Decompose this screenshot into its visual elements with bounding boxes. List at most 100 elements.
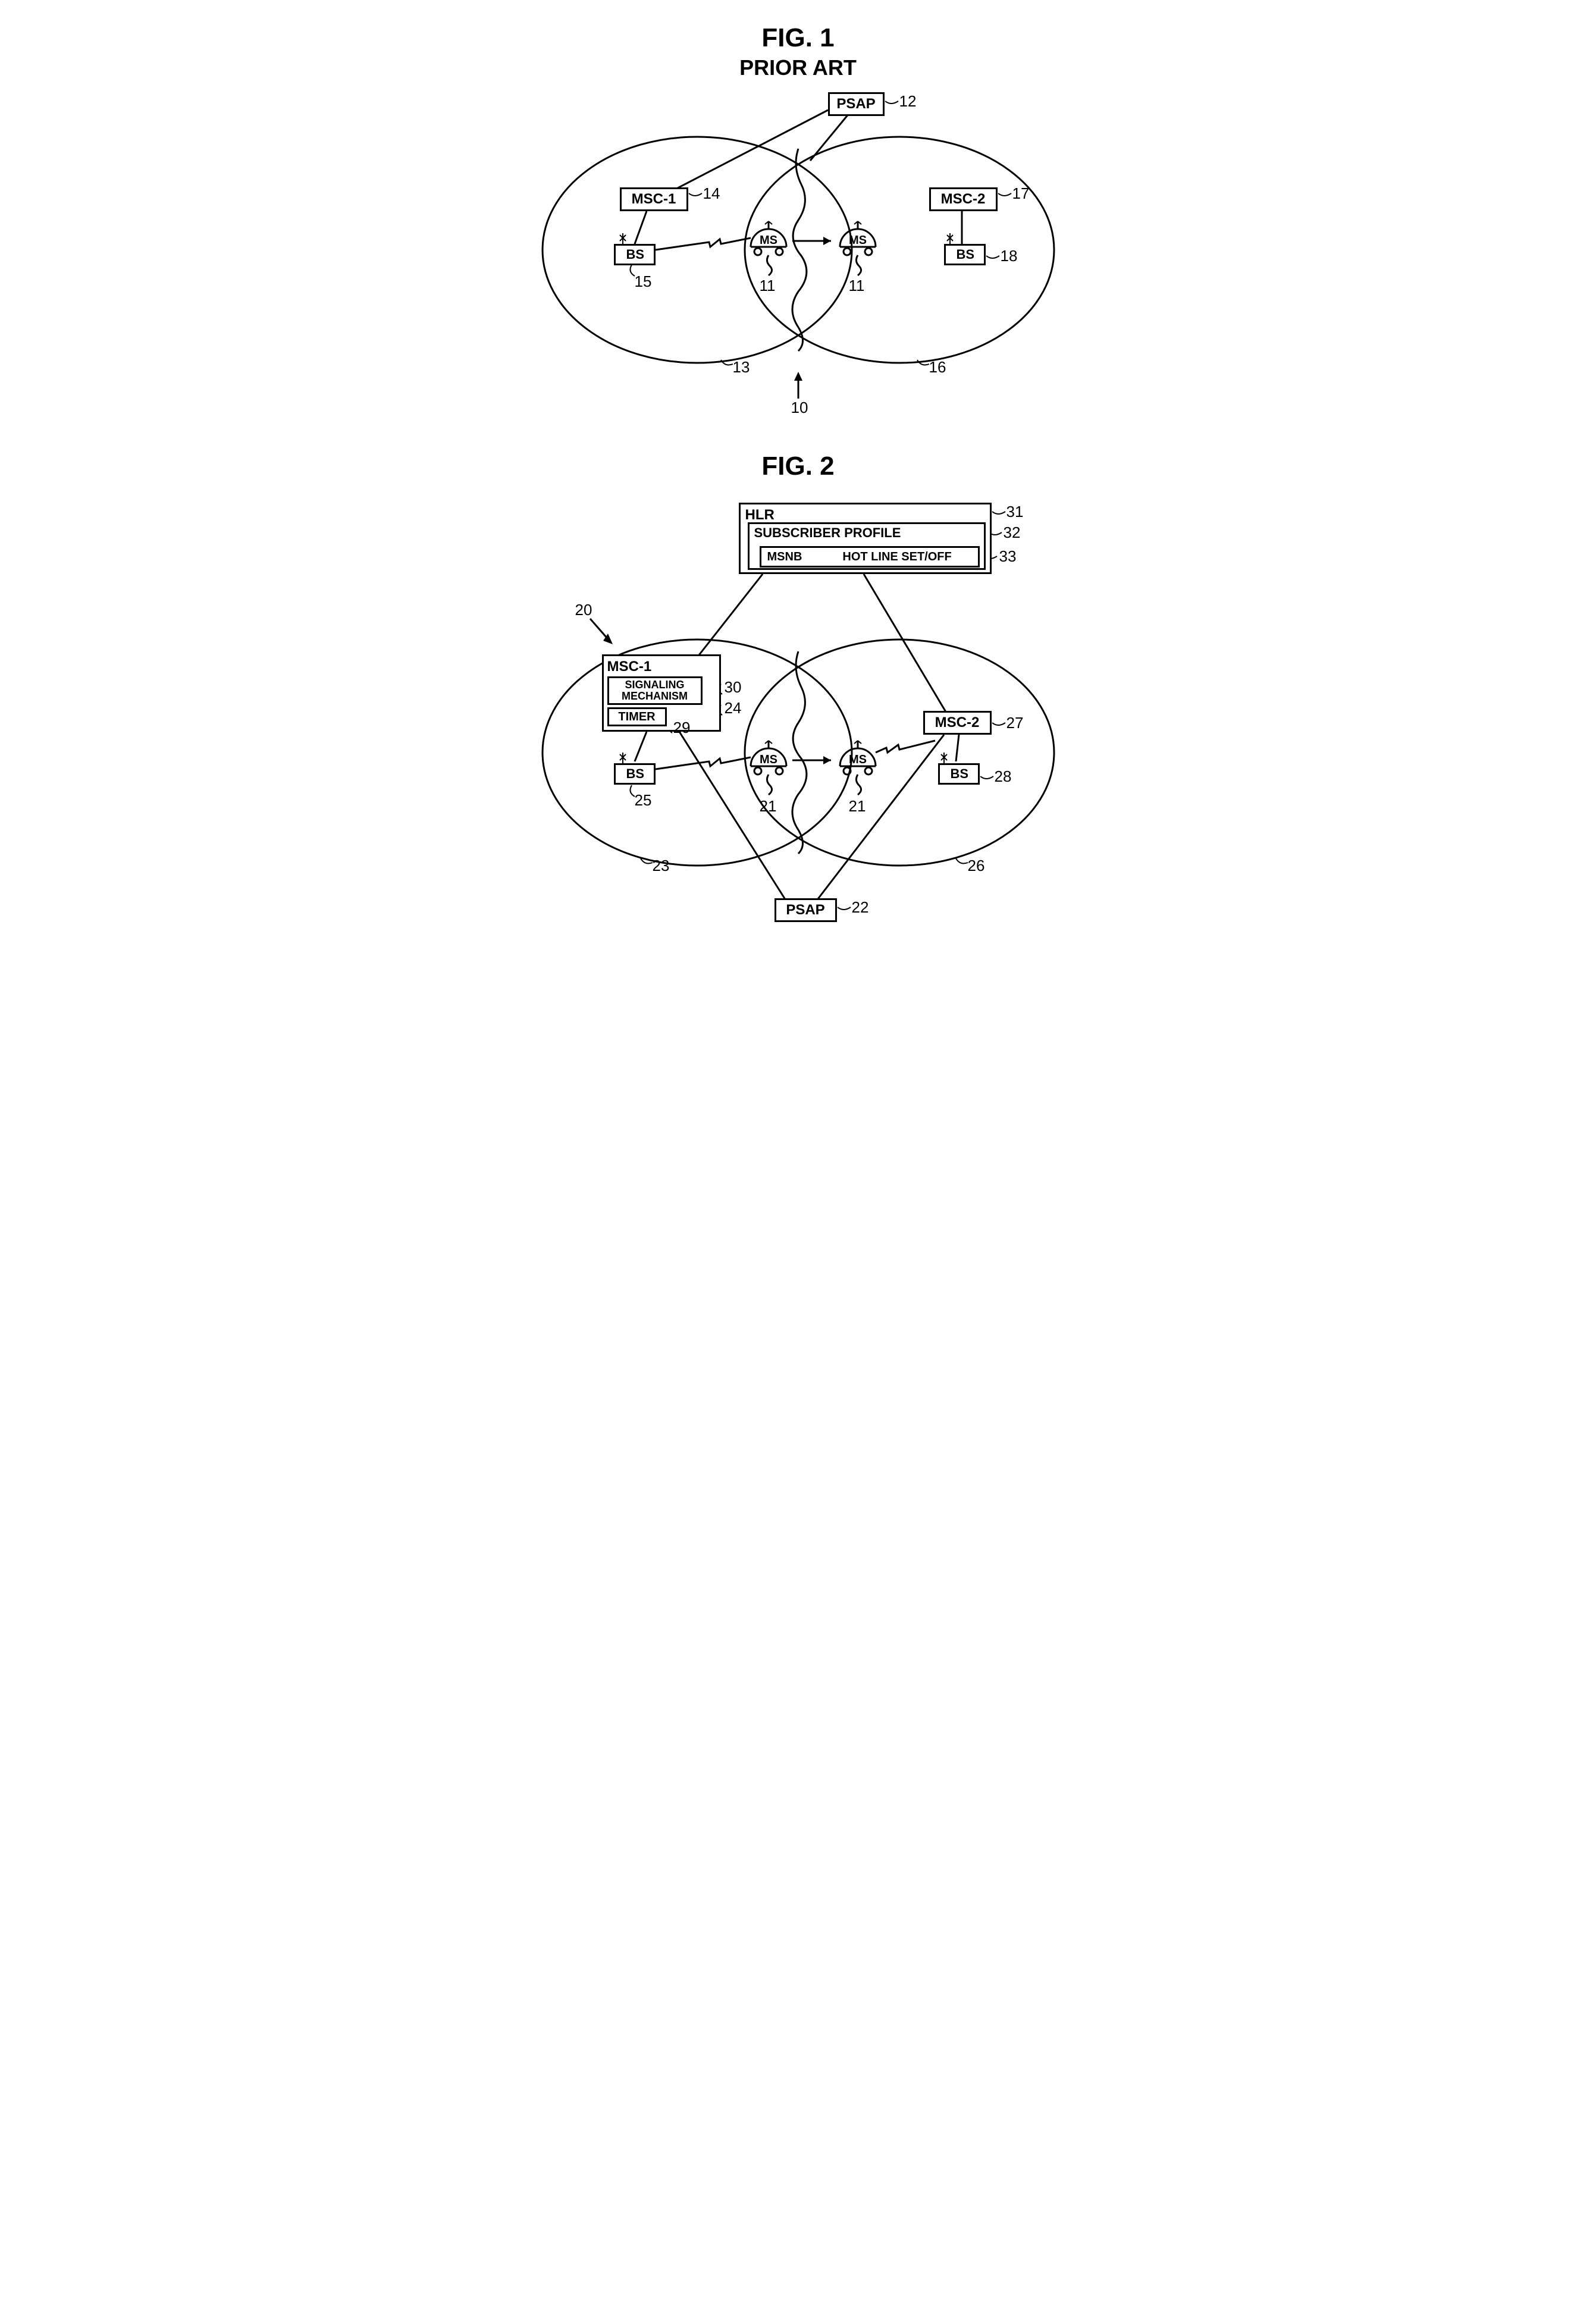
ref-29: 29 [673, 719, 691, 737]
psap-box: PSAP [828, 92, 885, 116]
msc1-box-f2: MSC-1 SIGNALING MECHANISM TIMER [602, 654, 721, 732]
ref-31: 31 [1006, 503, 1024, 521]
hook-22 [838, 907, 851, 910]
fig2-title: FIG. 2 [531, 452, 1066, 481]
msc2-box-f2: MSC-2 [923, 711, 992, 735]
ref-11b: 11 [849, 277, 865, 295]
cell-boundary-wavy-f2 [792, 651, 807, 854]
hook-25 [630, 785, 635, 797]
link-msc1-bs1 [635, 211, 647, 244]
timer-box: TIMER [607, 707, 667, 726]
hook-15 [630, 265, 635, 276]
msc1-box: MSC-1 [620, 187, 688, 211]
bs2-box-f2: BS [938, 763, 980, 785]
cell-1 [543, 137, 852, 363]
link-psap-boundary [810, 110, 852, 161]
bs2-box: BS [944, 244, 986, 265]
bs1-label-f2: BS [626, 766, 645, 782]
timer-label: TIMER [618, 710, 655, 724]
hook-12 [885, 101, 898, 104]
figure-1: FIG. 1 PRIOR ART MS [531, 24, 1066, 405]
ref-21a: 21 [760, 797, 777, 816]
radio-link-2-f2 [876, 741, 935, 753]
ref-20: 20 [575, 601, 592, 619]
svg-text:MS: MS [849, 753, 867, 766]
bs2-antenna-icon-f2 [941, 753, 947, 763]
ms-icon-1: MS [751, 221, 786, 275]
hook-26 [956, 858, 968, 863]
ms-move-arrowhead-f2 [823, 756, 831, 764]
ref-27: 27 [1006, 714, 1024, 732]
bs1-box: BS [614, 244, 656, 265]
ms-icon-2: MS [840, 221, 876, 275]
radio-link-1 [656, 238, 751, 250]
ref-25: 25 [635, 791, 652, 810]
msc1-label: MSC-1 [632, 191, 676, 208]
svg-text:MS: MS [849, 234, 867, 247]
bs1-antenna-icon [620, 233, 626, 244]
subscriber-profile-label: SUBSCRIBER PROFILE [754, 525, 901, 541]
ref-24: 24 [725, 699, 742, 717]
radio-link-1-f2 [656, 757, 751, 769]
hook-31 [992, 512, 1005, 514]
ref-23: 23 [653, 857, 670, 875]
psap-label-f2: PSAP [786, 902, 824, 918]
fig1-title-line2: PRIOR ART [739, 55, 857, 80]
link-hlr-msc2 [864, 574, 947, 714]
ref-15: 15 [635, 272, 652, 291]
psap-box-f2: PSAP [775, 898, 837, 922]
msnb-label: MSNB [767, 550, 802, 564]
bs1-box-f2: BS [614, 763, 656, 785]
hook-28 [980, 776, 993, 779]
link-hlr-msc1 [697, 574, 763, 657]
ref-32: 32 [1004, 523, 1021, 542]
bs2-label: BS [957, 247, 975, 262]
ref-14: 14 [703, 184, 720, 203]
hook-18 [986, 256, 999, 258]
ref-13: 13 [733, 358, 750, 377]
psap-label: PSAP [836, 96, 875, 112]
ref-10: 10 [791, 399, 808, 417]
signaling-box: SIGNALING MECHANISM [607, 676, 703, 705]
link-msc1-bs1-f2 [635, 732, 647, 761]
svg-text:MS: MS [760, 234, 777, 247]
fig1-canvas: MS MS [531, 77, 1066, 410]
link-msc2-psap [816, 735, 944, 901]
figure-2: FIG. 2 MS [531, 452, 1066, 940]
link-msc2-bs2-f2 [956, 735, 959, 761]
ms-move-arrowhead [823, 237, 831, 245]
bs1-antenna-icon-f2 [620, 753, 626, 763]
sys-arrowhead-10 [794, 372, 802, 381]
bs2-label-f2: BS [951, 766, 969, 782]
ref-22: 22 [852, 898, 869, 917]
ref-30: 30 [725, 678, 742, 697]
ref-16: 16 [929, 358, 946, 377]
hlr-label: HLR [745, 507, 775, 523]
svg-text:MS: MS [760, 753, 777, 766]
fig1-title-line1: FIG. 1 [761, 23, 834, 52]
hook-27 [992, 723, 1005, 725]
msc2-box: MSC-2 [929, 187, 998, 211]
ref-18: 18 [1001, 247, 1018, 265]
fig1-title: FIG. 1 PRIOR ART [531, 24, 1066, 81]
ref-17: 17 [1012, 184, 1030, 203]
ref-12: 12 [899, 92, 917, 111]
link-psap-msc1 [667, 110, 828, 193]
ref-21b: 21 [849, 797, 866, 816]
bs1-label: BS [626, 247, 645, 262]
hook-14 [689, 193, 702, 196]
fig2-title-text: FIG. 2 [761, 452, 834, 481]
cell-2-f2 [745, 639, 1054, 866]
hook-17 [998, 193, 1011, 196]
msc2-label: MSC-2 [941, 191, 986, 208]
msc2-label-f2: MSC-2 [935, 714, 980, 731]
cell-boundary-wavy [792, 149, 807, 351]
ref-11a: 11 [760, 277, 776, 295]
msc1-label-f2: MSC-1 [607, 659, 716, 675]
signaling-label: SIGNALING MECHANISM [622, 679, 688, 702]
bs2-antenna-icon [947, 233, 953, 244]
ms-icon-1-f2: MS [751, 741, 786, 795]
hotline-label: HOT LINE SET/OFF [842, 550, 951, 564]
ref-28: 28 [995, 767, 1012, 786]
ref-26: 26 [968, 857, 985, 875]
